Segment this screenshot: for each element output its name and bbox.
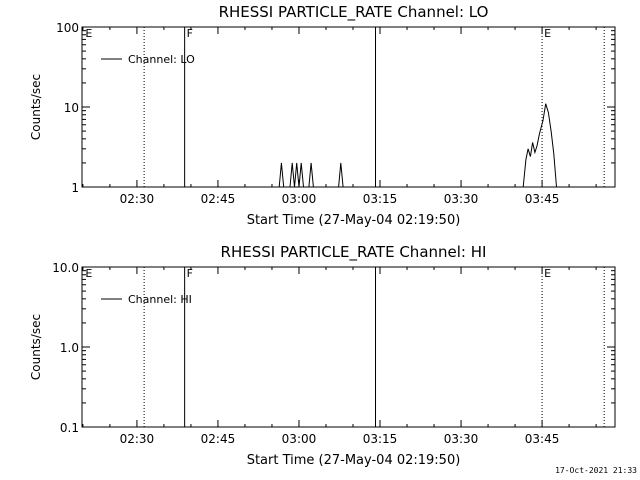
- legend-entry: Channel: HI: [128, 293, 192, 306]
- x-tick-label: 03:00: [282, 432, 317, 446]
- event-marker-label: F: [187, 267, 193, 280]
- series-line: [289, 162, 304, 188]
- x-axis-label: Start Time (27-May-04 02:19:50): [247, 453, 461, 468]
- event-marker-label: F: [187, 27, 193, 40]
- x-tick-label: 03:45: [525, 192, 560, 206]
- x-tick-label: 02:45: [201, 432, 236, 446]
- series-line: [338, 162, 344, 188]
- chart-title: RHESSI PARTICLE_RATE Channel: LO: [219, 3, 489, 22]
- legend-entry: Channel: LO: [128, 53, 195, 66]
- chart-title: RHESSI PARTICLE_RATE Channel: HI: [221, 243, 487, 262]
- footer-timestamp: 17-Oct-2021 21:33: [555, 466, 637, 475]
- series-line: [308, 162, 314, 188]
- y-tick-label: 0.1: [60, 421, 79, 435]
- y-tick-label: 10.0: [52, 261, 79, 275]
- x-tick-label: 03:15: [363, 432, 398, 446]
- x-tick-label: 02:30: [120, 432, 155, 446]
- x-tick-label: 03:15: [363, 192, 398, 206]
- y-tick-label: 1.0: [60, 341, 79, 355]
- event-marker-label: E: [544, 267, 551, 280]
- event-marker-label: E: [85, 267, 92, 280]
- y-tick-label: 10: [64, 101, 79, 115]
- plot-frame: [81, 266, 616, 428]
- event-marker-label: E: [85, 27, 92, 40]
- x-tick-label: 02:45: [201, 192, 236, 206]
- x-tick-label: 02:30: [120, 192, 155, 206]
- x-tick-label: 03:45: [525, 432, 560, 446]
- y-tick-label: 1: [71, 181, 79, 195]
- y-axis-label: Counts/sec: [29, 74, 43, 140]
- series-line: [278, 162, 285, 188]
- y-axis-label: Counts/sec: [29, 314, 43, 380]
- x-tick-label: 03:30: [444, 432, 479, 446]
- y-tick-label: 100: [56, 21, 79, 35]
- x-tick-label: 03:00: [282, 192, 317, 206]
- plot-frame: [81, 26, 616, 188]
- x-axis-label: Start Time (27-May-04 02:19:50): [247, 213, 461, 228]
- series-line: [522, 103, 557, 188]
- x-tick-label: 03:30: [444, 192, 479, 206]
- event-marker-label: E: [544, 27, 551, 40]
